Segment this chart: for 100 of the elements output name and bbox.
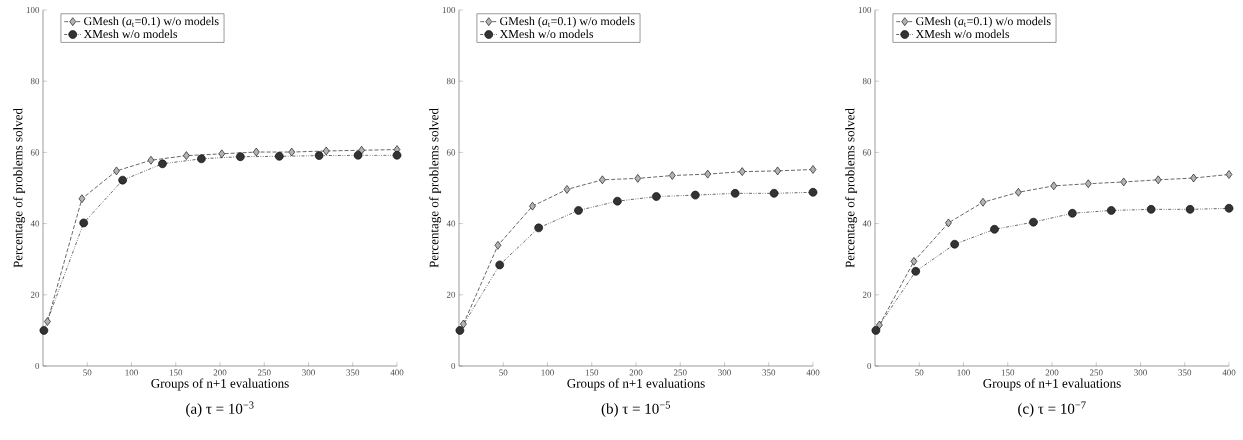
point — [691, 190, 700, 200]
point — [314, 151, 324, 160]
point — [910, 257, 918, 266]
point — [652, 192, 661, 201]
point — [1154, 175, 1162, 185]
point — [158, 159, 167, 169]
point — [704, 169, 711, 179]
x-tick-label: 250 — [257, 369, 271, 376]
point — [1225, 170, 1233, 179]
point — [1120, 177, 1127, 187]
x-tick-label: 50 — [83, 369, 92, 376]
point — [534, 223, 543, 233]
y-tick-label: 80 — [446, 78, 456, 85]
point — [218, 149, 226, 159]
point — [39, 326, 49, 335]
x-tick-label: 100 — [125, 369, 138, 376]
point — [197, 154, 206, 164]
point — [147, 155, 155, 165]
point — [911, 267, 921, 276]
x-tick-label: 300 — [1134, 369, 1147, 376]
point — [990, 225, 999, 234]
x-tick-label: 100 — [541, 369, 554, 376]
point — [392, 150, 402, 160]
y-tick-label: 100 — [858, 6, 872, 14]
x-tick-label: 350 — [1178, 369, 1192, 376]
y-tick-label: 60 — [30, 149, 40, 156]
y-tick-label: 0 — [451, 362, 456, 370]
x-tick-label: 100 — [957, 369, 970, 376]
x-tick-label: 150 — [585, 369, 599, 376]
point — [44, 317, 51, 326]
point — [945, 218, 952, 228]
point — [871, 326, 881, 335]
x-tick-label: 400 — [1222, 369, 1236, 376]
point — [1107, 206, 1116, 215]
point — [1224, 203, 1234, 213]
text: (a) τ = 10$^{−3}$ — [186, 401, 254, 417]
y-tick-label: 0 — [867, 362, 872, 370]
x-tick-label: 50 — [499, 369, 508, 376]
x-tick-label: 250 — [673, 369, 687, 376]
x-tick-label: 150 — [169, 369, 183, 376]
x-tick-label: 50 — [915, 369, 924, 376]
x-tick-label: 200 — [629, 369, 643, 376]
x-tick-label: 200 — [213, 369, 227, 376]
x-tick-label: 400 — [806, 369, 820, 376]
x-tick-label: 150 — [1001, 369, 1015, 376]
point — [455, 326, 465, 335]
point — [460, 319, 467, 329]
point — [1084, 179, 1092, 189]
point — [1146, 205, 1156, 214]
point — [809, 165, 817, 174]
x-tick-label: 250 — [1089, 369, 1103, 376]
x-axis-title: Groups of n+1 evaluations — [983, 378, 1121, 391]
x-tick-label: 300 — [718, 369, 731, 376]
point — [808, 187, 818, 197]
x-tick-label: 350 — [346, 369, 360, 376]
y-tick-label: 60 — [862, 149, 872, 156]
legend-label: GMesh (a$_{t}$=0.1) w/o models — [84, 16, 219, 28]
y-axis-title: Percentage of problems solved — [429, 108, 442, 268]
point — [634, 174, 642, 183]
point — [730, 189, 740, 198]
point — [78, 194, 86, 203]
point — [950, 239, 959, 249]
y-tick-label: 60 — [446, 149, 456, 156]
legend-label: GMesh (a$_{t}$=0.1) w/o models — [500, 16, 635, 28]
point — [574, 206, 583, 215]
point — [1185, 205, 1195, 214]
y-tick-label: 20 — [30, 291, 40, 298]
point — [1015, 187, 1022, 197]
y-tick-label: 20 — [446, 291, 456, 298]
point — [774, 166, 781, 176]
point — [495, 260, 505, 270]
x-tick-label: 350 — [762, 369, 776, 376]
point — [1029, 217, 1038, 227]
y-tick-label: 80 — [862, 78, 872, 85]
point — [113, 166, 120, 176]
text: (b) τ = 10$^{−5}$ — [601, 401, 671, 417]
y-tick-label: 40 — [30, 220, 40, 227]
point — [79, 218, 89, 228]
y-tick-label: 100 — [26, 6, 40, 14]
legend-label: XMesh w/o models — [915, 29, 1010, 39]
point — [288, 147, 295, 157]
point — [599, 175, 606, 185]
point — [613, 196, 622, 206]
point — [1190, 173, 1197, 183]
point — [1050, 181, 1058, 191]
point — [275, 152, 284, 161]
legend-label: XMesh w/o models — [83, 29, 178, 39]
point — [979, 197, 987, 207]
x-tick-label: 300 — [302, 369, 315, 376]
point — [494, 241, 502, 250]
legend-label: GMesh (a$_{t}$=0.1) w/o models — [916, 16, 1051, 28]
x-tick-label: 200 — [1045, 369, 1059, 376]
point — [738, 167, 746, 176]
y-tick-label: 40 — [862, 220, 872, 227]
point — [563, 185, 571, 194]
x-axis-title: Groups of n+1 evaluations — [567, 378, 705, 391]
y-tick-label: 20 — [862, 291, 872, 298]
point — [183, 151, 190, 160]
point — [353, 150, 363, 160]
point — [322, 146, 330, 156]
